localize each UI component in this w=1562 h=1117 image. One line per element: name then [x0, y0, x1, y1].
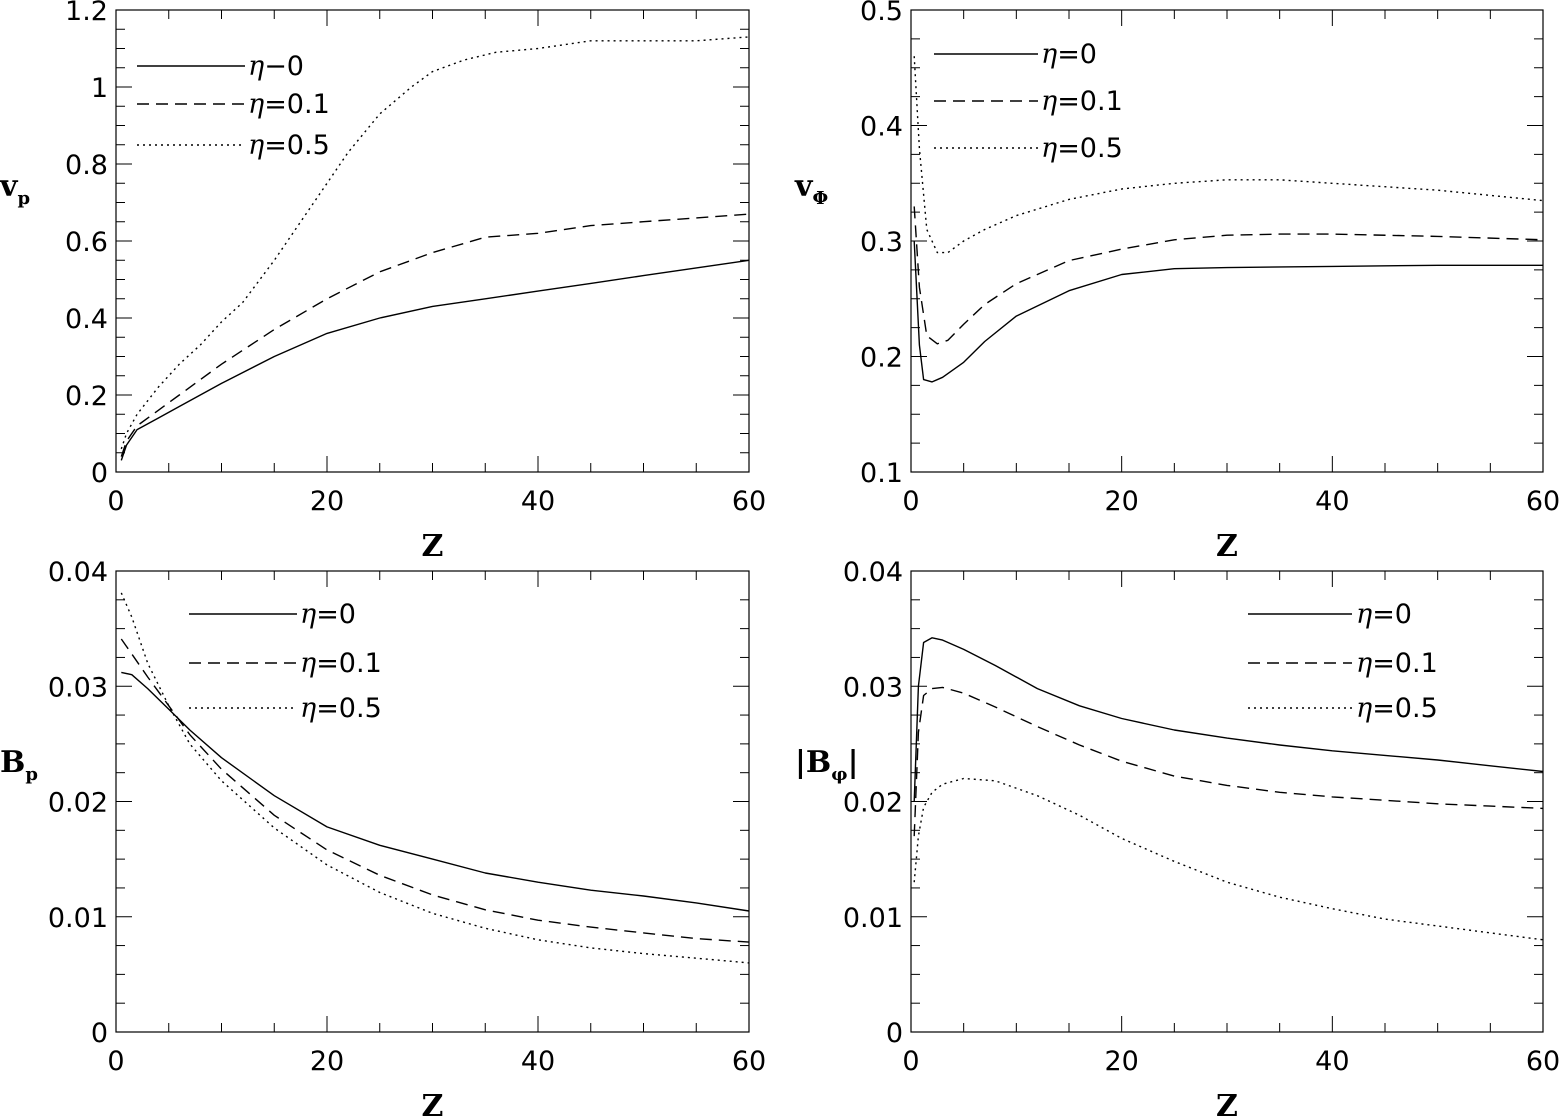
y-axis-label: |Bφ| — [795, 745, 859, 785]
legend-label: η−0 — [248, 51, 304, 82]
plot-frame — [910, 570, 1544, 1033]
series-line-solid — [913, 240, 1543, 383]
x-axis-label: Z — [422, 529, 444, 564]
y-tick-label: 0.04 — [843, 557, 903, 588]
y-tick-label: 0.01 — [48, 903, 108, 934]
series-line-solid — [120, 259, 750, 461]
panel-top-left: 0 20 40 60 0 0.2 0.4 0.6 0.8 1 1.2 Zvp η−0 η=0.1 η=0.5 — [0, 0, 766, 564]
x-tick-label: 40 — [1315, 1046, 1349, 1077]
y-tick-label: 0.6 — [65, 227, 108, 258]
y-tick-label: 0 — [91, 1018, 108, 1049]
y-tick-label: 0 — [886, 1018, 903, 1049]
x-tick-label: 60 — [732, 1046, 766, 1077]
panel-bottom-left: 0 20 40 60 0 0.01 0.02 0.03 0.04 Z Bp η=0 η=0.1 η=0.5 — [0, 557, 766, 1117]
x-tick-label: 0 — [902, 1046, 919, 1077]
series-line-dashed — [120, 213, 750, 457]
y-tick-label: 0.2 — [65, 381, 108, 412]
x-tick-label: 60 — [1526, 1046, 1560, 1077]
y-tick-label: 0.1 — [860, 458, 903, 489]
panel-top-right: 0 20 40 60 0.1 0.2 0.3 0.4 0.5 ZvΦ η=0 η=0.1 η=0.5 — [794, 0, 1560, 564]
series-line-dotted — [913, 777, 1544, 941]
y-tick-label: 0 — [91, 458, 108, 489]
x-tick-label: 20 — [1104, 1046, 1138, 1077]
y-tick-label: 0.02 — [843, 788, 903, 819]
x-tick-label: 20 — [1104, 486, 1138, 517]
legend-label: η=0 — [1356, 599, 1412, 630]
x-axis-label: Z — [1216, 1089, 1238, 1117]
x-tick-label: 60 — [1526, 486, 1560, 517]
y-tick-label: 1.2 — [65, 0, 108, 27]
y-tick-label: 0.02 — [48, 788, 108, 819]
y-tick-label: 0.03 — [48, 672, 108, 703]
x-tick-label: 40 — [521, 486, 555, 517]
legend-label: η=0.1 — [1041, 86, 1123, 117]
y-tick-label: 0.2 — [860, 343, 903, 374]
series-line-solid — [913, 637, 1544, 802]
y-tick-label: 0.5 — [860, 0, 903, 27]
plot-frame — [115, 9, 750, 473]
x-tick-label: 0 — [902, 486, 919, 517]
legend-label: η=0 — [300, 599, 356, 630]
legend-label: η=0.5 — [248, 130, 330, 161]
legend-label: η=0.1 — [1356, 648, 1438, 679]
x-tick-label: 40 — [1315, 486, 1349, 517]
y-tick-label: 0.4 — [860, 112, 903, 143]
y-tick-label: 1 — [91, 73, 108, 104]
y-tick-label: 0.8 — [65, 150, 108, 181]
series-line-dotted — [120, 592, 750, 964]
legend-label: η=0.1 — [300, 648, 382, 679]
x-axis-label: Z — [422, 1089, 444, 1117]
x-tick-label: 20 — [310, 1046, 344, 1077]
plot-frame — [910, 9, 1544, 473]
y-tick-label: 0.03 — [843, 672, 903, 703]
x-tick-label: 40 — [521, 1046, 555, 1077]
series-line-solid — [121, 671, 750, 912]
x-axis-label: Z — [1216, 529, 1238, 564]
series-line-dashed — [120, 638, 750, 943]
panel-bottom-right: 0 20 40 60 0 0.01 0.02 0.03 0.04 Z |Bφ| η=0 η=0.1 η=0… — [795, 557, 1560, 1117]
y-tick-label: 0.3 — [860, 227, 903, 258]
y-axis-label: vΦ — [794, 169, 828, 209]
series-line-dotted — [913, 56, 1544, 254]
y-axis-label: vp — [0, 169, 30, 209]
legend-label: η=0.1 — [248, 89, 330, 120]
x-tick-label: 0 — [107, 486, 124, 517]
series-line-dashed — [913, 686, 1544, 837]
x-tick-label: 20 — [310, 486, 344, 517]
y-axis-label: Bp — [0, 745, 38, 785]
x-tick-label: 60 — [732, 486, 766, 517]
series-line-dashed — [913, 206, 1544, 345]
legend-label: η=0.5 — [1356, 693, 1438, 724]
plot-frame — [115, 570, 750, 1033]
legend-label: η=0.5 — [300, 693, 382, 724]
y-tick-label: 0.01 — [843, 903, 903, 934]
y-tick-label: 0.4 — [65, 304, 108, 335]
x-tick-label: 0 — [107, 1046, 124, 1077]
legend-label: η=0.5 — [1041, 133, 1123, 164]
y-tick-label: 0.04 — [48, 557, 108, 588]
legend-label: η=0 — [1041, 39, 1097, 70]
